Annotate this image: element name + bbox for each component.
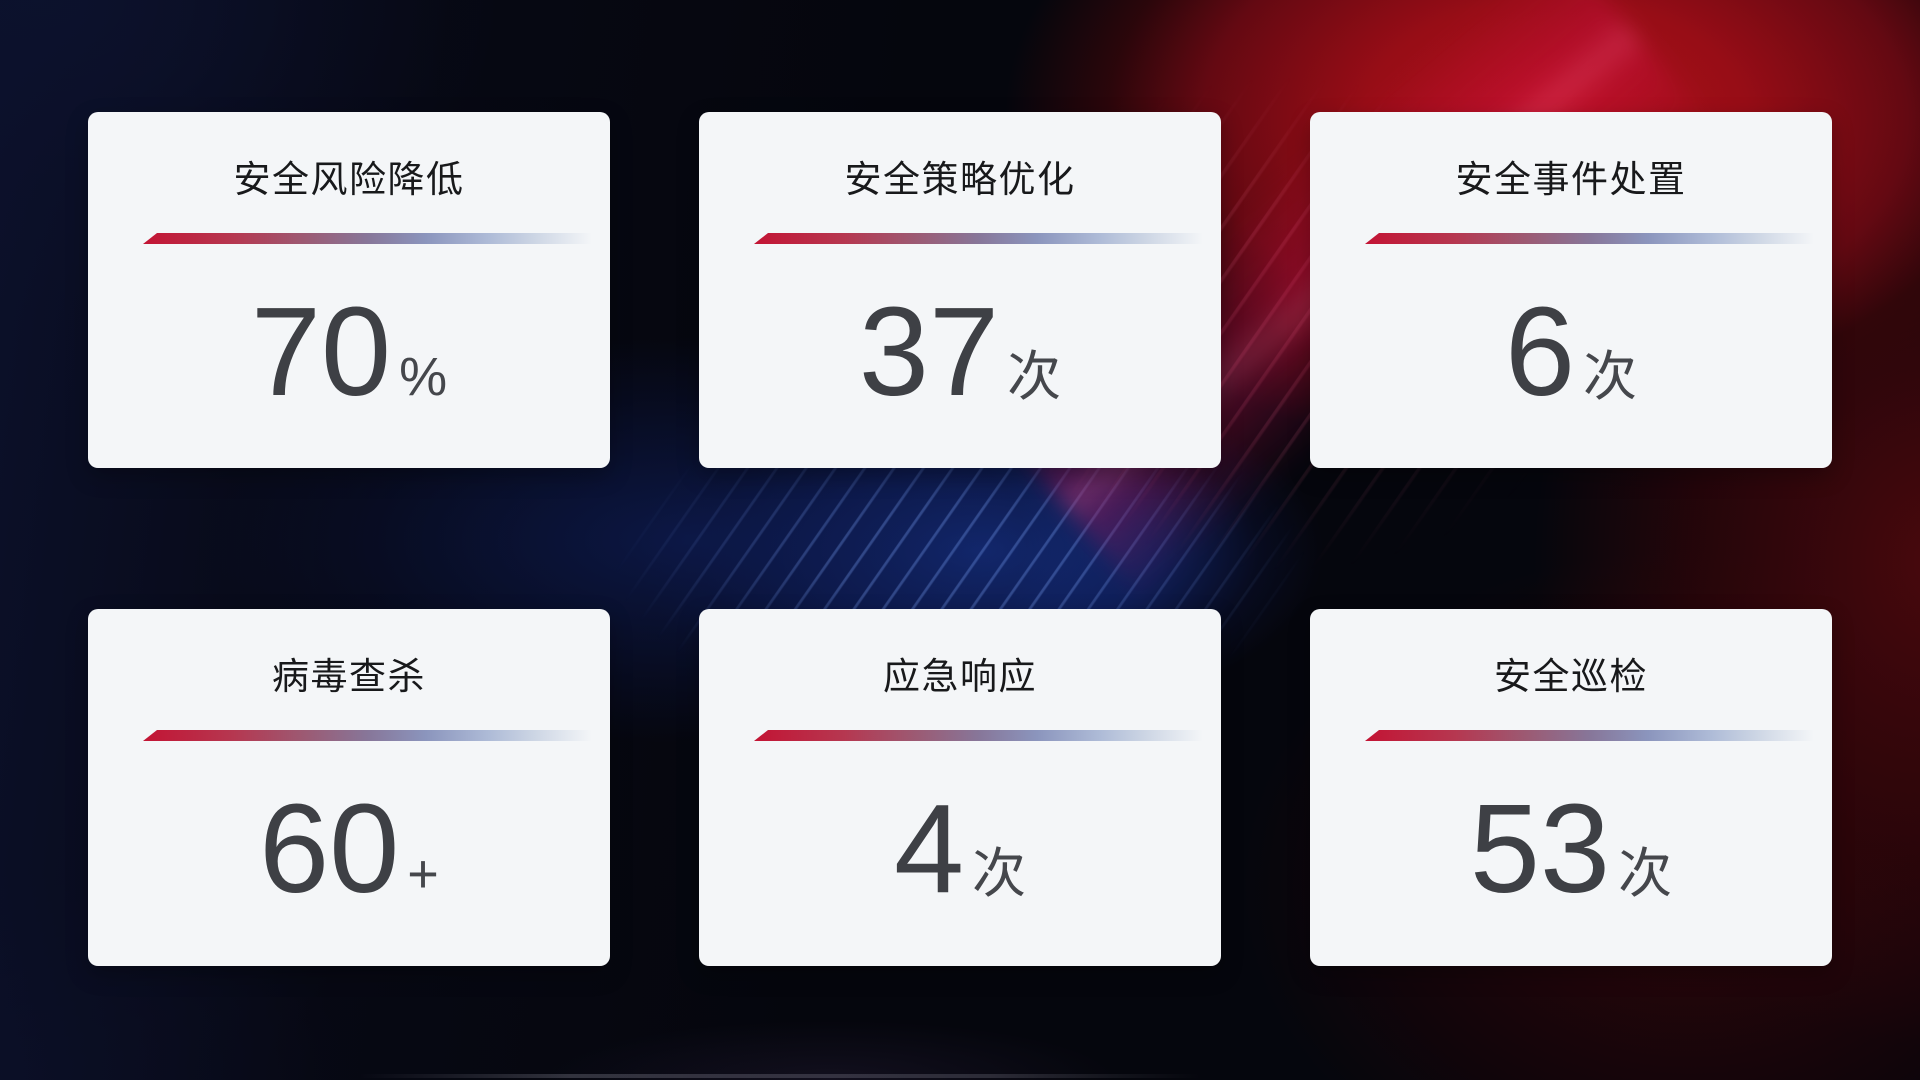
card-unit: 次 [1007, 347, 1062, 407]
card-unit: 次 [1618, 844, 1673, 904]
card-value-row: 37 次 [699, 285, 1221, 418]
card-title: 安全策略优化 [844, 159, 1076, 200]
card-value: 37 [858, 281, 1000, 422]
background-bottom-glow [420, 950, 1240, 1080]
card-value: 4 [893, 778, 965, 919]
divider-accent-bar [1365, 730, 1814, 741]
card-value: 53 [1469, 778, 1611, 919]
card-title: 应急响应 [883, 656, 1037, 697]
card-unit: 次 [972, 844, 1027, 904]
card-value: 70 [250, 281, 392, 422]
card-unit: % [399, 347, 448, 407]
card-title: 安全风险降低 [233, 159, 465, 200]
card-value: 6 [1504, 281, 1576, 422]
background-bottom-line [360, 1074, 1200, 1078]
stat-card-virus-scan: 病毒查杀 60 + [88, 609, 610, 966]
divider-accent-bar [143, 730, 592, 741]
divider-accent-bar [754, 730, 1203, 741]
stat-card-security-inspection: 安全巡检 53 次 [1310, 609, 1832, 966]
card-unit: + [407, 844, 439, 904]
stat-card-policy-optimization: 安全策略优化 37 次 [699, 112, 1221, 468]
card-value-row: 53 次 [1310, 782, 1832, 915]
card-value: 60 [259, 778, 400, 919]
card-title: 安全巡检 [1494, 656, 1648, 697]
card-value-row: 60 + [88, 782, 610, 915]
divider-accent-bar [754, 233, 1203, 244]
card-title: 安全事件处置 [1455, 159, 1687, 200]
divider-accent-bar [143, 233, 592, 244]
card-value-row: 70% [88, 285, 610, 418]
card-title: 病毒查杀 [272, 656, 426, 697]
stat-card-risk-reduction: 安全风险降低 70% [88, 112, 610, 468]
divider-accent-bar [1365, 233, 1814, 244]
card-unit: 次 [1583, 347, 1638, 407]
